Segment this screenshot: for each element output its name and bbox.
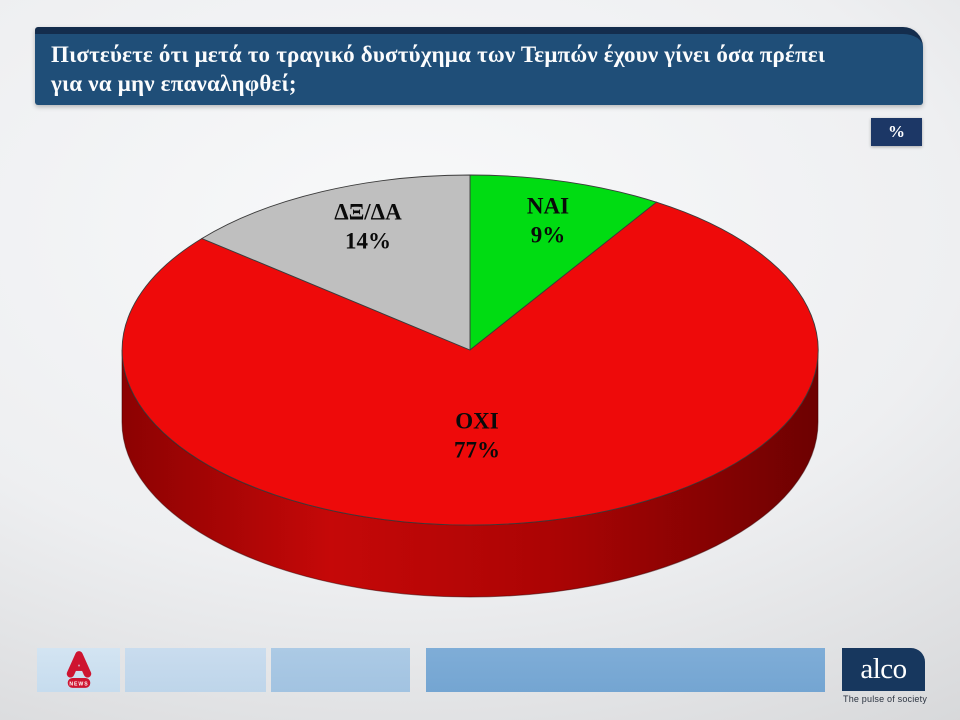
pie-label-oxi: ΟΧΙ 77% — [454, 407, 500, 465]
footer-block-3 — [271, 648, 410, 692]
pie-label-nai-pct: 9% — [530, 222, 566, 247]
footer-block-4 — [426, 648, 825, 692]
question-title-line2: για να μην επαναληφθεί; — [51, 71, 297, 97]
footer-block-1: NEWS — [37, 648, 120, 692]
pie-slice-2 — [200, 174, 471, 351]
footer-block-2 — [125, 648, 266, 692]
alco-logo-text: alco — [860, 653, 907, 685]
pie-slice-1 — [121, 201, 819, 526]
pie-label-oxi-pct: 77% — [454, 437, 500, 462]
alpha-a-icon — [66, 651, 91, 678]
pie-slice-0 — [469, 174, 658, 351]
question-title-line1: Πιστεύετε ότι μετά το τραγικό δυστύχημα … — [51, 42, 826, 67]
pie-label-dxda-pct: 14% — [344, 228, 391, 253]
alpha-news-pill — [67, 678, 90, 688]
alco-logo: alco — [842, 648, 925, 691]
pie-label-nai: ΝΑΙ 9% — [527, 192, 569, 250]
pie-label-dxda-name: ΔΞ/ΔΑ — [334, 199, 402, 225]
question-title-box: Πιστεύετε ότι μετά το τραγικό δυστύχημα … — [35, 27, 923, 105]
question-title: Πιστεύετε ότι μετά το τραγικό δυστύχημα … — [35, 34, 923, 99]
unit-badge: % — [871, 118, 922, 146]
alco-tagline: The pulse of society — [843, 694, 928, 704]
pie-label-oxi-name: ΟΧΙ — [455, 408, 499, 434]
pie-label-nai-name: ΝΑΙ — [526, 193, 570, 219]
alpha-news-label: NEWS — [69, 681, 88, 687]
alpha-news-logo: NEWS — [66, 651, 91, 688]
pie-label-dxda: ΔΞ/ΔΑ 14% — [334, 198, 401, 256]
